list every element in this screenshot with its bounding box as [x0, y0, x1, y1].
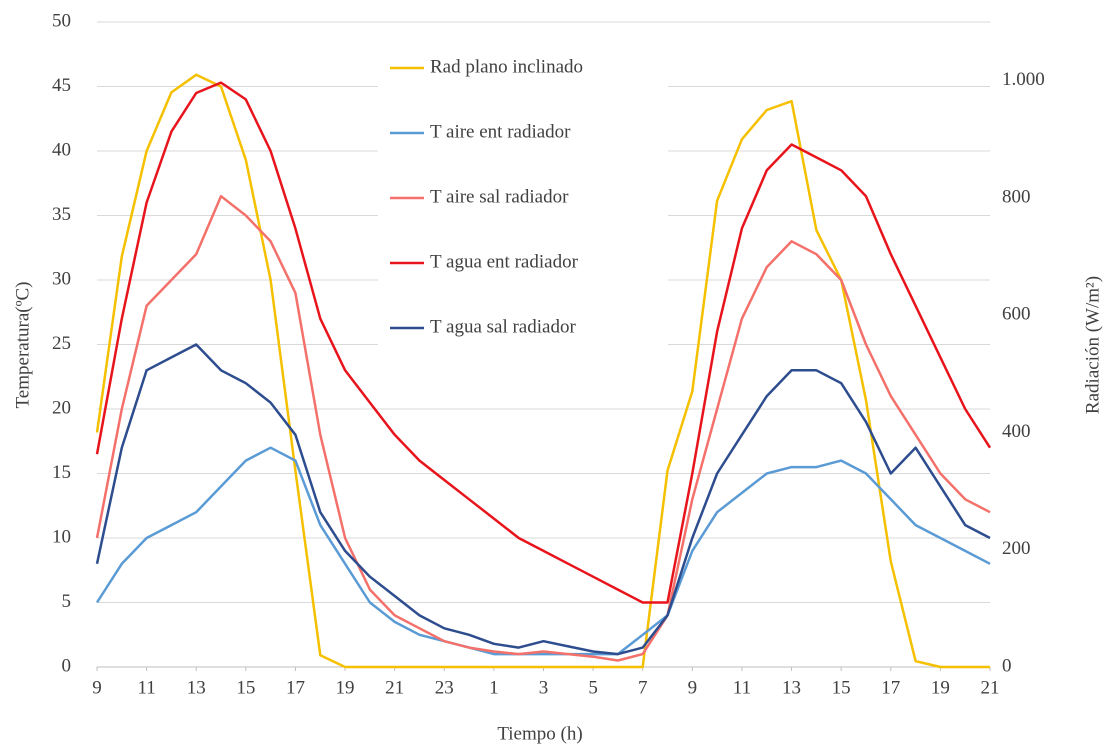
x-tick-label: 19 — [336, 677, 355, 698]
series-line — [95, 343, 991, 656]
y-tick-label: 30 — [52, 268, 71, 289]
x-tick-label: 19 — [931, 677, 950, 698]
y2-axis-label: Radiación (W/m²) — [1082, 276, 1103, 414]
legend-label: Rad plano inclinado — [430, 56, 583, 77]
x-tick-label: 9 — [92, 677, 102, 698]
y-tick-label: 35 — [52, 204, 71, 225]
x-tick-label: 13 — [187, 677, 206, 698]
y2-tick-label: 400 — [1002, 421, 1031, 442]
x-axis-label: Tiempo (h) — [497, 723, 582, 744]
legend-label: T agua sal radiador — [430, 316, 576, 337]
y-tick-label: 25 — [52, 333, 71, 354]
y-tick-label: 10 — [52, 526, 71, 547]
legend-background — [378, 40, 668, 356]
series-line — [95, 81, 992, 604]
y-tick-label: 5 — [62, 591, 72, 612]
y2-tick-label: 600 — [1002, 304, 1031, 325]
series-line — [95, 446, 991, 656]
x-tick-label: 7 — [638, 677, 648, 698]
x-tick-label: 15 — [236, 677, 255, 698]
legend-label: T aire ent radiador — [430, 121, 571, 142]
y2-tick-label: 200 — [1002, 538, 1031, 559]
y2-tick-label: 0 — [1002, 655, 1012, 676]
y-tick-label: 20 — [52, 397, 71, 418]
x-tick-label: 1 — [489, 677, 499, 698]
x-tick-label: 21 — [385, 677, 404, 698]
x-tick-label: 23 — [435, 677, 454, 698]
x-tick-label: 15 — [832, 677, 851, 698]
x-tick-label: 5 — [588, 677, 598, 698]
x-tick-label: 11 — [137, 677, 155, 698]
y-tick-label: 40 — [52, 139, 71, 160]
x-tick-label: 3 — [539, 677, 549, 698]
y-axis-label: Temperatura(ºC) — [12, 282, 33, 409]
y2-tick-label: 800 — [1002, 186, 1031, 207]
x-tick-label: 9 — [688, 677, 698, 698]
x-tick-label: 17 — [881, 677, 900, 698]
x-tick-label: 13 — [782, 677, 801, 698]
y-tick-label: 45 — [52, 75, 71, 96]
legend-label: T agua ent radiador — [430, 251, 579, 272]
y2-tick-label: 1.000 — [1002, 69, 1045, 90]
x-tick-label: 11 — [733, 677, 751, 698]
x-tick-label: 21 — [981, 677, 1000, 698]
legend: Rad plano inclinado T aire ent radiador T … — [378, 40, 668, 356]
legend-label: T aire sal radiador — [430, 186, 569, 207]
y-tick-label: 0 — [62, 655, 72, 676]
x-tick-label: 17 — [286, 677, 305, 698]
y-tick-label: 50 — [52, 10, 71, 31]
y-tick-label: 15 — [52, 462, 71, 483]
series-line — [95, 194, 991, 662]
